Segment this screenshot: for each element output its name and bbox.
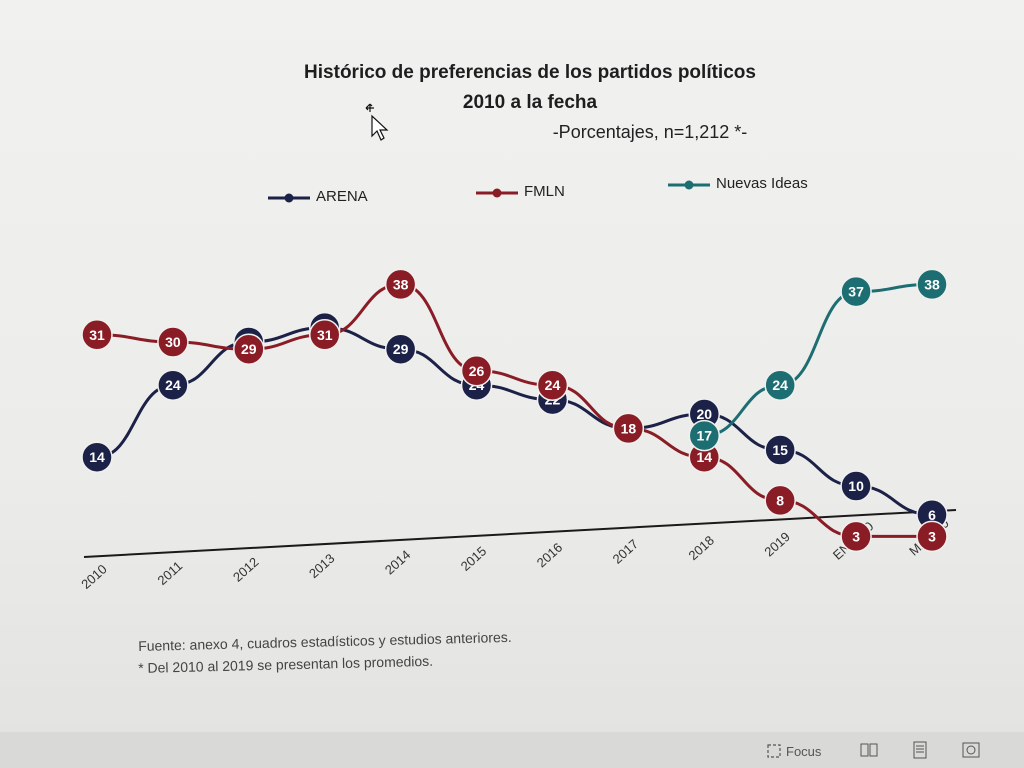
- line-chart: 2010 2011 2012 2013 2014 2015 2016 2017 2018 2019…: [78, 268, 957, 592]
- legend-item-fmln: FMLN: [474, 183, 565, 200]
- data-point: [157, 326, 189, 358]
- data-label: 15: [772, 442, 788, 458]
- legend-marker-nuevas-ideas: [668, 180, 710, 189]
- data-label: 24: [545, 377, 561, 393]
- focus-icon[interactable]: [766, 743, 782, 759]
- legend-marker-fmln: [476, 188, 518, 197]
- data-point: [840, 520, 872, 553]
- data-point: [384, 268, 417, 301]
- series-line-fmln: [96, 282, 932, 538]
- data-point: [233, 333, 265, 365]
- data-point: [764, 484, 796, 517]
- legend-label-fmln: FMLN: [524, 183, 565, 200]
- x-tick-label: 2013: [306, 551, 338, 581]
- data-label: 37: [848, 284, 864, 300]
- data-point: [157, 369, 189, 401]
- data-point: [916, 520, 948, 553]
- series-line-arena: [96, 326, 933, 517]
- data-label: 24: [165, 377, 181, 393]
- x-tick-label: 2018: [685, 533, 717, 563]
- data-point: [612, 412, 645, 445]
- data-label: 10: [848, 478, 864, 494]
- data-label: 18: [621, 420, 637, 436]
- web-layout-icon[interactable]: [962, 741, 980, 759]
- source-note: Fuente: anexo 4, cuadros estadísticos y …: [138, 628, 512, 654]
- legend-item-arena: ARENA: [266, 188, 368, 205]
- x-tick-label: 2014: [382, 547, 414, 577]
- data-label: 31: [317, 327, 333, 343]
- data-label: 38: [393, 276, 409, 292]
- series-line-nuevas-ideas: [704, 282, 933, 438]
- read-mode-icon[interactable]: [860, 742, 878, 758]
- data-point: [536, 369, 569, 401]
- data-point: [460, 355, 493, 387]
- data-label: 17: [696, 428, 712, 444]
- data-label: 24: [772, 377, 788, 393]
- data-point: [81, 319, 113, 351]
- print-layout-icon[interactable]: [912, 741, 928, 759]
- data-label: 3: [928, 528, 936, 544]
- chart-title: Histórico de preferencias de los partido…: [304, 62, 756, 83]
- data-label: 26: [469, 363, 485, 379]
- data-label: 38: [924, 276, 940, 292]
- legend-label-arena: ARENA: [316, 188, 368, 205]
- data-label: 29: [393, 341, 409, 357]
- x-axis-line: [83, 509, 957, 558]
- data-label: 14: [89, 449, 105, 465]
- data-label: 3: [852, 528, 860, 544]
- legend-item-nuevas-ideas: Nuevas Ideas: [666, 175, 808, 192]
- data-label: 14: [696, 449, 712, 465]
- data-point: [764, 434, 796, 466]
- footnote: * Del 2010 al 2019 se presentan los prom…: [138, 652, 434, 676]
- data-label: 31: [89, 327, 105, 343]
- data-point: [840, 275, 872, 308]
- status-bar: Focus: [0, 732, 1024, 768]
- data-point: [764, 369, 796, 401]
- data-label: 20: [696, 406, 712, 422]
- x-tick-label: 2010: [78, 561, 110, 591]
- x-tick-label: 2012: [230, 554, 262, 584]
- data-point: [81, 441, 113, 473]
- chart-subtitle: -Porcentajes, n=1,212 *-: [552, 122, 748, 142]
- legend-label-nuevas-ideas: Nuevas Ideas: [716, 175, 808, 192]
- x-tick-label: 2017: [610, 536, 642, 566]
- chart-title-line2: 2010 a la fecha: [462, 92, 598, 113]
- x-tick-label: 2016: [534, 540, 566, 570]
- data-label: 30: [165, 334, 181, 350]
- data-label: 6: [928, 507, 936, 523]
- x-tick-label: 2019: [761, 529, 793, 559]
- data-point: [308, 319, 341, 351]
- data-point: [384, 333, 417, 365]
- move-cursor-icon: [365, 103, 389, 141]
- x-tick-label: 2011: [154, 558, 185, 588]
- data-label: 8: [776, 492, 784, 508]
- data-point: [916, 268, 948, 301]
- data-label: 29: [241, 341, 257, 357]
- data-point: [688, 419, 721, 452]
- legend-marker-arena: [268, 193, 310, 202]
- data-point: [840, 470, 872, 502]
- x-tick-label: 2015: [458, 543, 490, 573]
- focus-button[interactable]: Focus: [786, 744, 822, 759]
